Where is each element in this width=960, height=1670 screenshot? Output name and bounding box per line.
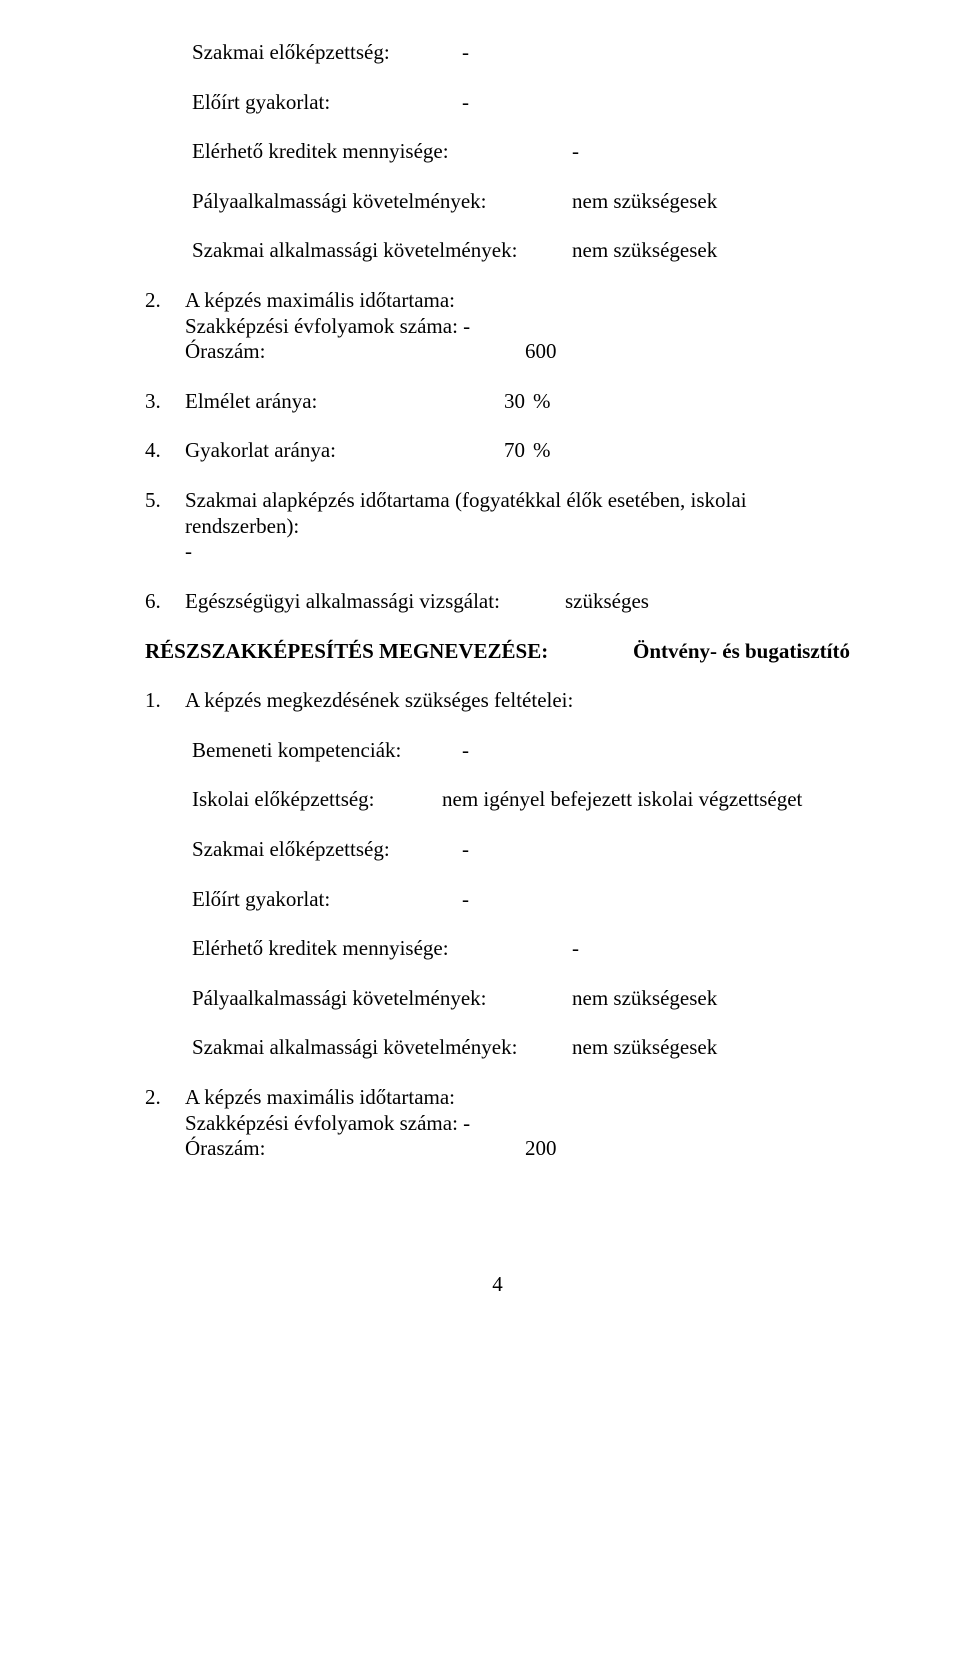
eloirt-gyak-value: - bbox=[462, 90, 469, 116]
item-4-unit: % bbox=[525, 438, 551, 464]
b1-szakmai-alk-value: nem szükségesek bbox=[572, 1035, 717, 1061]
b1-num: 1. bbox=[145, 688, 185, 714]
b1-szakmai-elo-label: Szakmai előképzettség: bbox=[192, 837, 462, 863]
item-5-text: Szakmai alapképzés időtartama (fogyatékk… bbox=[185, 488, 850, 539]
szakmai-alk-label: Szakmai alkalmassági követelmények: bbox=[192, 238, 572, 264]
item-3-unit: % bbox=[525, 389, 551, 415]
item-3-label: Elmélet aránya: bbox=[185, 389, 475, 415]
item-2-num: 2. bbox=[145, 288, 185, 365]
eloirt-gyak-row: Előírt gyakorlat: - bbox=[192, 90, 850, 116]
item-6-value: szükséges bbox=[565, 589, 649, 615]
item-4-value: 70 bbox=[475, 438, 525, 464]
b2: 2. A képzés maximális időtartama: Szakké… bbox=[145, 1085, 850, 1162]
item-4: 4. Gyakorlat aránya: 70 % bbox=[145, 438, 850, 464]
eloirt-gyak-label: Előírt gyakorlat: bbox=[192, 90, 462, 116]
item-2: 2. A képzés maximális időtartama: Szakké… bbox=[145, 288, 850, 365]
page-number: 4 bbox=[145, 1272, 850, 1298]
item-3-num: 3. bbox=[145, 389, 185, 415]
b2-line1: A képzés maximális időtartama: bbox=[185, 1085, 850, 1111]
szakmai-elo-label: Szakmai előképzettség: bbox=[192, 40, 462, 66]
item-2-line1: A képzés maximális időtartama: bbox=[185, 288, 850, 314]
b2-oraszam-label: Óraszám: bbox=[185, 1136, 525, 1162]
item-5: 5. Szakmai alapképzés időtartama (fogyat… bbox=[145, 488, 850, 565]
b1-bemeneti-label: Bemeneti kompetenciák: bbox=[192, 738, 462, 764]
b1-palya-label: Pályaalkalmassági követelmények: bbox=[192, 986, 572, 1012]
b1-szakmai-elo-value: - bbox=[462, 837, 469, 863]
b1-kreditek: Elérhető kreditek mennyisége: - bbox=[192, 936, 850, 962]
b1-palya: Pályaalkalmassági követelmények: nem szü… bbox=[192, 986, 850, 1012]
b1-eloirt: Előírt gyakorlat: - bbox=[192, 887, 850, 913]
item-6-label: Egészségügyi alkalmassági vizsgálat: bbox=[185, 589, 565, 615]
b2-oraszam-value: 200 bbox=[525, 1136, 557, 1162]
palya-value: nem szükségesek bbox=[572, 189, 717, 215]
section-header: RÉSZSZAKKÉPESÍTÉS MEGNEVEZÉSE: Öntvény- … bbox=[145, 639, 850, 665]
item-5-dash: - bbox=[185, 539, 850, 565]
section-name: Öntvény- és bugatisztító bbox=[633, 639, 850, 665]
kreditek-row: Elérhető kreditek mennyisége: - bbox=[192, 139, 850, 165]
b1-iskolai: Iskolai előképzettség: nem igényel befej… bbox=[192, 787, 850, 813]
b1-iskolai-value: nem igényel befejezett iskolai végzettsé… bbox=[442, 787, 802, 813]
item-6: 6. Egészségügyi alkalmassági vizsgálat: … bbox=[145, 589, 850, 615]
item-5-num: 5. bbox=[145, 488, 185, 565]
item-6-num: 6. bbox=[145, 589, 185, 615]
item-4-label: Gyakorlat aránya: bbox=[185, 438, 475, 464]
b1-szakmai-elo: Szakmai előképzettség: - bbox=[192, 837, 850, 863]
kreditek-value: - bbox=[572, 139, 579, 165]
b1-bemeneti: Bemeneti kompetenciák: - bbox=[192, 738, 850, 764]
palya-row: Pályaalkalmassági követelmények: nem szü… bbox=[192, 189, 850, 215]
section-title: RÉSZSZAKKÉPESÍTÉS MEGNEVEZÉSE: bbox=[145, 639, 633, 665]
b1-kreditek-label: Elérhető kreditek mennyisége: bbox=[192, 936, 572, 962]
b1-text: A képzés megkezdésének szükséges feltéte… bbox=[185, 688, 573, 714]
item-3: 3. Elmélet aránya: 30 % bbox=[145, 389, 850, 415]
b1: 1. A képzés megkezdésének szükséges felt… bbox=[145, 688, 850, 714]
palya-label: Pályaalkalmassági követelmények: bbox=[192, 189, 572, 215]
b1-szakmai-alk: Szakmai alkalmassági követelmények: nem … bbox=[192, 1035, 850, 1061]
szakmai-alk-value: nem szükségesek bbox=[572, 238, 717, 264]
szakmai-elo-row: Szakmai előképzettség: - bbox=[192, 40, 850, 66]
b2-num: 2. bbox=[145, 1085, 185, 1162]
item-2-line2: Szakképzési évfolyamok száma: - bbox=[185, 314, 850, 340]
kreditek-label: Elérhető kreditek mennyisége: bbox=[192, 139, 572, 165]
b1-kreditek-value: - bbox=[572, 936, 579, 962]
szakmai-elo-value: - bbox=[462, 40, 469, 66]
b1-szakmai-alk-label: Szakmai alkalmassági követelmények: bbox=[192, 1035, 572, 1061]
szakmai-alk-row: Szakmai alkalmassági követelmények: nem … bbox=[192, 238, 850, 264]
b1-iskolai-label: Iskolai előképzettség: bbox=[192, 787, 442, 813]
item-2-oraszam-label: Óraszám: bbox=[185, 339, 525, 365]
item-4-num: 4. bbox=[145, 438, 185, 464]
b1-eloirt-value: - bbox=[462, 887, 469, 913]
b1-palya-value: nem szükségesek bbox=[572, 986, 717, 1012]
item-2-oraszam-value: 600 bbox=[525, 339, 557, 365]
b1-eloirt-label: Előírt gyakorlat: bbox=[192, 887, 462, 913]
b1-bemeneti-value: - bbox=[462, 738, 469, 764]
b2-line2: Szakképzési évfolyamok száma: - bbox=[185, 1111, 850, 1137]
item-3-value: 30 bbox=[475, 389, 525, 415]
